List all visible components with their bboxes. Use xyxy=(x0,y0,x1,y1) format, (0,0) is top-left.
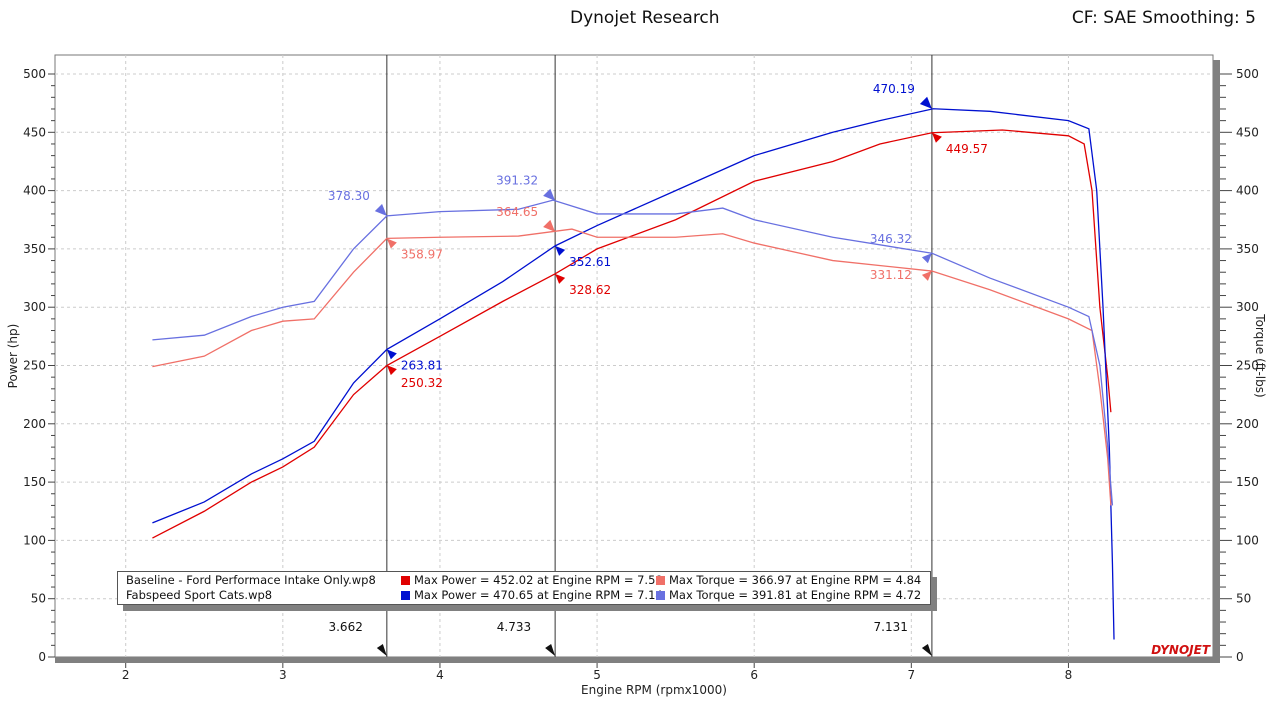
annotation-arrow xyxy=(543,188,556,201)
annotation-arrow xyxy=(921,253,932,264)
annotation-arrow xyxy=(386,349,397,360)
y-tick-label: 0 xyxy=(38,650,46,664)
cursor-label: 7.131 xyxy=(874,620,908,634)
y2-tick-label: 250 xyxy=(1236,359,1259,373)
legend-torque-text: Max Torque = 366.97 at Engine RPM = 4.84 xyxy=(669,573,922,587)
x-tick-label: 4 xyxy=(436,668,444,682)
y2-tick-label: 300 xyxy=(1236,300,1259,314)
x-axis-bar xyxy=(55,657,1220,663)
annotation-label: 378.30 xyxy=(328,189,370,203)
y-tick-label: 450 xyxy=(23,125,46,139)
cursor-arrow xyxy=(921,644,932,656)
legend-power-text: Max Power = 470.65 at Engine RPM = 7.14 xyxy=(414,588,663,602)
annotation-arrow xyxy=(374,203,387,216)
y2-tick-label: 500 xyxy=(1236,67,1259,81)
x-tick-label: 3 xyxy=(279,668,287,682)
legend: Baseline - Ford Performace Intake Only.w… xyxy=(117,571,931,605)
cursor-arrow xyxy=(545,644,556,656)
annotation-label: 250.32 xyxy=(401,376,443,390)
x-tick-label: 2 xyxy=(122,668,130,682)
legend-torque-text: Max Torque = 391.81 at Engine RPM = 4.72 xyxy=(669,588,922,602)
annotation-arrow xyxy=(543,219,556,232)
x-tick-label: 7 xyxy=(908,668,916,682)
cursor-label: 3.662 xyxy=(328,620,362,634)
correction-factor-label: CF: SAE Smoothing: 5 xyxy=(1071,8,1256,28)
y2-axis-bar xyxy=(1213,60,1220,663)
legend-power-text: Max Power = 452.02 at Engine RPM = 7.58 xyxy=(414,573,663,587)
y2-tick-label: 150 xyxy=(1236,475,1259,489)
annotation-label: 263.81 xyxy=(401,358,443,372)
y-axis-label: Power (hp) xyxy=(6,324,20,389)
y-tick-label: 100 xyxy=(23,533,46,547)
annotation-label: 449.57 xyxy=(946,142,988,156)
cursor-label: 4.733 xyxy=(497,620,531,634)
annotation-label: 358.97 xyxy=(401,247,443,261)
annotation-label: 346.32 xyxy=(870,232,912,246)
legend-run-name: Fabspeed Sport Cats.wp8 xyxy=(126,588,273,602)
x-tick-label: 8 xyxy=(1065,668,1073,682)
y2-tick-label: 450 xyxy=(1236,125,1259,139)
annotation-arrow xyxy=(555,245,566,256)
y-tick-label: 500 xyxy=(23,67,46,81)
plot-area xyxy=(54,54,1214,658)
annotation-label: 352.61 xyxy=(569,255,611,269)
y2-tick-label: 50 xyxy=(1236,592,1251,606)
series-line xyxy=(152,129,1112,539)
y2-tick-label: 100 xyxy=(1236,533,1259,547)
y2-tick-label: 400 xyxy=(1236,184,1259,198)
legend-swatch-power xyxy=(401,576,410,585)
annotation-label: 391.32 xyxy=(496,174,538,188)
y-tick-label: 200 xyxy=(23,417,46,431)
legend-run-name: Baseline - Ford Performace Intake Only.w… xyxy=(126,573,376,587)
annotation-label: 364.65 xyxy=(496,205,538,219)
annotation-label: 331.12 xyxy=(870,268,912,282)
y-tick-label: 400 xyxy=(23,184,46,198)
y-tick-label: 250 xyxy=(23,359,46,373)
y2-tick-label: 350 xyxy=(1236,242,1259,256)
annotation-arrow xyxy=(919,96,932,109)
y2-axis-label: Torque (ft-lbs) xyxy=(1253,313,1267,397)
y-tick-label: 50 xyxy=(31,592,46,606)
annotation-arrow xyxy=(931,132,942,143)
x-tick-label: 5 xyxy=(593,668,601,682)
x-axis-label: Engine RPM (rpmx1000) xyxy=(581,683,727,697)
y2-tick-label: 200 xyxy=(1236,417,1259,431)
chart-title: Dynojet Research xyxy=(570,8,720,28)
cursor-arrow xyxy=(376,644,387,656)
legend-swatch-torque xyxy=(656,591,665,600)
series-line xyxy=(152,228,1112,506)
annotation-arrow xyxy=(921,270,932,281)
annotation-arrow xyxy=(386,238,397,249)
y-tick-label: 300 xyxy=(23,300,46,314)
dynojet-logo: DYNOJET xyxy=(1151,643,1211,657)
legend-swatch-torque xyxy=(656,576,665,585)
series-line xyxy=(152,199,1114,506)
annotation-arrow xyxy=(555,273,566,284)
legend-swatch-power xyxy=(401,591,410,600)
annotation-arrow xyxy=(386,365,397,376)
annotation-label: 328.62 xyxy=(569,283,611,297)
y-tick-label: 350 xyxy=(23,242,46,256)
y2-tick-label: 0 xyxy=(1236,650,1244,664)
series-line xyxy=(152,108,1115,640)
y-tick-label: 150 xyxy=(23,475,46,489)
x-tick-label: 6 xyxy=(750,668,758,682)
annotation-label: 470.19 xyxy=(873,82,915,96)
